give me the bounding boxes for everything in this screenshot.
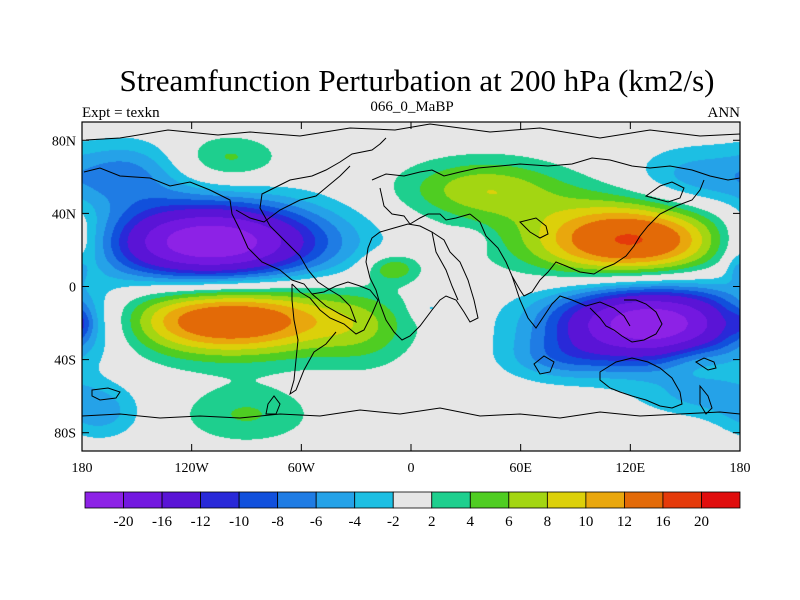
colorbar-label: 2 bbox=[428, 514, 436, 530]
colorbar-label: -4 bbox=[348, 514, 361, 530]
colorbar-swatch bbox=[200, 491, 240, 509]
chart-title: Streamfunction Perturbation at 200 hPa (… bbox=[120, 63, 715, 98]
colorbar: -20 -16 -12 -10 -8 -6 -4 -2 2 4 6 8 10 12 16 20 bbox=[84, 491, 741, 530]
y-tick-label: 80N bbox=[52, 134, 76, 149]
season-label: ANN bbox=[708, 105, 741, 121]
x-tick-label: 60E bbox=[509, 461, 532, 476]
colorbar-label: 16 bbox=[655, 514, 671, 530]
y-axis: 80N 40N 0 40S 80S bbox=[52, 134, 740, 442]
colorbar-label: 6 bbox=[505, 514, 513, 530]
colorbar-swatch bbox=[431, 491, 471, 509]
colorbar-swatch bbox=[546, 491, 587, 509]
colorbar-label: 10 bbox=[578, 514, 593, 530]
coastlines bbox=[81, 123, 741, 419]
colorbar-swatch bbox=[624, 491, 664, 509]
colorbar-swatch bbox=[161, 491, 201, 509]
colorbar-label: -16 bbox=[152, 514, 172, 530]
x-tick-label: 180 bbox=[72, 461, 93, 476]
colorbar-swatch bbox=[315, 491, 356, 509]
colorbar-label: -6 bbox=[310, 514, 323, 530]
colorbar-swatch bbox=[585, 491, 625, 509]
colorbar-label: 4 bbox=[467, 514, 475, 530]
y-tick-label: 0 bbox=[69, 281, 76, 296]
y-tick-label: 40N bbox=[52, 207, 76, 222]
colorbar-swatch bbox=[354, 491, 394, 509]
colorbar-swatch bbox=[84, 491, 124, 509]
colorbar-swatch bbox=[123, 491, 163, 509]
x-axis: 180 120W 60W 0 60E 120E 180 bbox=[72, 122, 751, 476]
colorbar-swatch bbox=[277, 491, 317, 509]
map-panel bbox=[81, 121, 741, 452]
experiment-label: Expt = texkn bbox=[82, 105, 160, 121]
colorbar-label: -12 bbox=[191, 514, 211, 530]
streamfunction-field bbox=[82, 122, 740, 451]
colorbar-label: 8 bbox=[544, 514, 552, 530]
colorbar-swatch bbox=[701, 491, 741, 509]
x-tick-label: 120E bbox=[616, 461, 646, 476]
colorbar-swatch bbox=[662, 491, 702, 509]
colorbar-swatch bbox=[469, 491, 510, 509]
x-tick-label: 60W bbox=[288, 461, 316, 476]
colorbar-label: -2 bbox=[387, 514, 400, 530]
colorbar-label: -20 bbox=[114, 514, 134, 530]
colorbar-swatch bbox=[392, 491, 433, 509]
y-tick-label: 80S bbox=[54, 427, 76, 442]
colorbar-label: -10 bbox=[229, 514, 249, 530]
colorbar-label: 20 bbox=[694, 514, 709, 530]
x-tick-label: 180 bbox=[730, 461, 751, 476]
colorbar-swatch bbox=[508, 491, 548, 509]
case-label: 066_0_MaBP bbox=[370, 99, 453, 115]
y-tick-label: 40S bbox=[54, 354, 76, 369]
x-tick-label: 0 bbox=[408, 461, 415, 476]
x-tick-label: 120W bbox=[175, 461, 210, 476]
colorbar-label: -8 bbox=[271, 514, 284, 530]
colorbar-label: 12 bbox=[617, 514, 632, 530]
colorbar-swatch bbox=[238, 491, 279, 509]
